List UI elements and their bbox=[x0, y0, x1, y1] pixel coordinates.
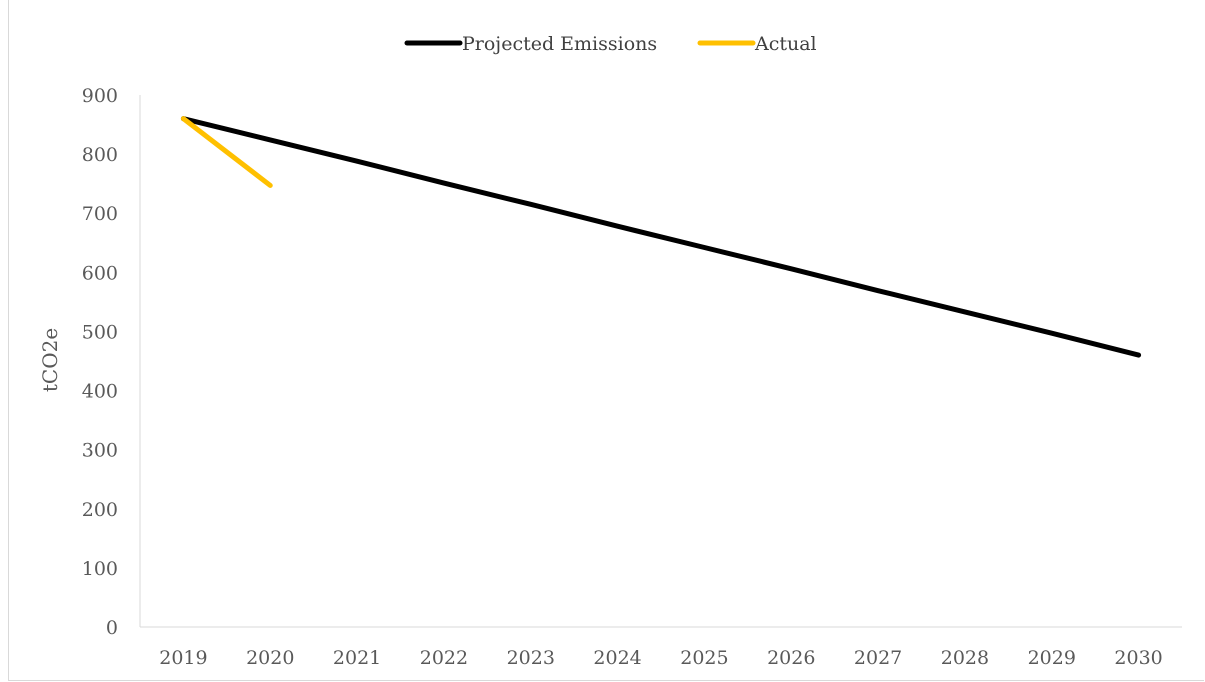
y-tick-label: 800 bbox=[82, 144, 118, 166]
y-axis-ticks: 0 100 200 300 400 500 600 700 800 900 bbox=[82, 85, 118, 639]
x-tick-label: 2026 bbox=[767, 647, 815, 669]
x-tick-label: 2028 bbox=[941, 647, 989, 669]
y-tick-label: 700 bbox=[82, 203, 118, 225]
x-tick-label: 2019 bbox=[159, 647, 207, 669]
y-tick-label: 900 bbox=[82, 85, 118, 107]
x-tick-label: 2022 bbox=[420, 647, 468, 669]
series-line-projected-emissions bbox=[180, 116, 1142, 358]
x-axis-ticks: 2019 2020 2021 2022 2023 2024 2025 2026 2027 2028… bbox=[159, 647, 1163, 669]
legend: Projected Emissions Actual bbox=[404, 33, 817, 55]
x-tick-label: 2029 bbox=[1028, 647, 1076, 669]
legend-label-actual: Actual bbox=[754, 33, 817, 55]
y-tick-label: 0 bbox=[106, 617, 118, 639]
x-tick-label: 2021 bbox=[333, 647, 381, 669]
x-tick-label: 2027 bbox=[854, 647, 902, 669]
series-layer bbox=[180, 116, 1142, 358]
y-tick-label: 100 bbox=[82, 558, 118, 580]
y-tick-label: 500 bbox=[82, 321, 118, 343]
x-tick-label: 2023 bbox=[507, 647, 555, 669]
y-tick-label: 400 bbox=[82, 381, 118, 403]
legend-label-projected-emissions: Projected Emissions bbox=[462, 33, 657, 55]
series-line-actual bbox=[180, 116, 273, 188]
y-tick-label: 600 bbox=[82, 262, 118, 284]
y-tick-label: 300 bbox=[82, 440, 118, 462]
x-tick-label: 2025 bbox=[680, 647, 728, 669]
y-tick-label: 200 bbox=[82, 499, 118, 521]
x-tick-label: 2030 bbox=[1114, 647, 1162, 669]
x-tick-label: 2024 bbox=[593, 647, 641, 669]
y-axis-title: tCO2e bbox=[38, 328, 62, 392]
x-tick-label: 2020 bbox=[246, 647, 294, 669]
chart-frame bbox=[8, 0, 1204, 681]
